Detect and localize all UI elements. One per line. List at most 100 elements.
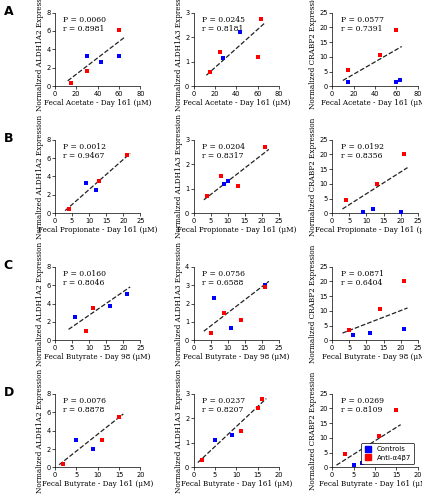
Point [116, 52, 122, 60]
Point [92, 186, 99, 194]
Text: r = 0.8109: r = 0.8109 [341, 406, 382, 414]
Point [343, 196, 349, 204]
Point [350, 460, 357, 468]
Point [207, 329, 214, 337]
Point [82, 179, 89, 187]
Text: r = 0.6404: r = 0.6404 [341, 279, 382, 287]
Point [229, 432, 235, 440]
Text: r = 0.6588: r = 0.6588 [202, 279, 243, 287]
Point [235, 182, 241, 190]
X-axis label: Fecal Butyrate - Day 161 (μM): Fecal Butyrate - Day 161 (μM) [181, 480, 292, 488]
X-axis label: Fecal Acetate - Day 161 (μM): Fecal Acetate - Day 161 (μM) [321, 98, 422, 106]
Point [397, 208, 404, 216]
Text: r = 0.8046: r = 0.8046 [63, 279, 105, 287]
X-axis label: Fecal Butyrate - Day 98 (μM): Fecal Butyrate - Day 98 (μM) [44, 352, 151, 360]
Point [346, 326, 353, 334]
Point [237, 426, 244, 434]
Point [349, 330, 356, 338]
Point [60, 460, 67, 468]
Text: P = 0.0060: P = 0.0060 [63, 16, 106, 24]
Point [262, 283, 269, 291]
Point [116, 26, 122, 34]
Point [96, 177, 103, 185]
Point [84, 66, 90, 74]
Point [367, 456, 374, 464]
Text: P = 0.0076: P = 0.0076 [63, 398, 106, 406]
Point [254, 404, 261, 412]
Y-axis label: Normalized CRABP2 Expression: Normalized CRABP2 Expression [309, 0, 317, 108]
Point [220, 54, 227, 62]
Point [123, 290, 130, 298]
Point [401, 324, 408, 332]
Point [236, 28, 243, 36]
Text: P = 0.0269: P = 0.0269 [341, 398, 384, 406]
Text: P = 0.0871: P = 0.0871 [341, 270, 384, 278]
Y-axis label: Normalized ALDH1A3 Expression: Normalized ALDH1A3 Expression [175, 242, 183, 366]
Point [373, 180, 380, 188]
Point [217, 172, 224, 180]
Point [359, 459, 365, 467]
X-axis label: Fecal Butyrate - Day 98 (μM): Fecal Butyrate - Day 98 (μM) [322, 352, 422, 360]
Y-axis label: Normalized ALDH1A2 Expression: Normalized ALDH1A2 Expression [36, 0, 44, 112]
Text: P = 0.0245: P = 0.0245 [202, 16, 245, 24]
Point [90, 445, 97, 453]
Text: B: B [3, 132, 13, 145]
Point [116, 412, 122, 420]
Point [211, 294, 217, 302]
Point [366, 329, 373, 337]
X-axis label: Fecal Butyrate - Day 98 (μM): Fecal Butyrate - Day 98 (μM) [183, 352, 289, 360]
Text: C: C [3, 259, 13, 272]
Y-axis label: Normalized ALDH1A3 Expression: Normalized ALDH1A3 Expression [175, 0, 183, 112]
Point [393, 78, 400, 86]
Y-axis label: Normalized ALDH1A2 Expression: Normalized ALDH1A2 Expression [36, 368, 44, 492]
Point [211, 436, 218, 444]
X-axis label: Fecal Acetate - Day 161 (μM): Fecal Acetate - Day 161 (μM) [44, 98, 151, 106]
Point [396, 76, 403, 84]
Point [82, 327, 89, 335]
Text: P = 0.0160: P = 0.0160 [63, 270, 106, 278]
Point [206, 68, 213, 76]
X-axis label: Fecal Propionate - Day 161 (μM): Fecal Propionate - Day 161 (μM) [38, 226, 157, 234]
X-axis label: Fecal Propionate - Day 161 (μM): Fecal Propionate - Day 161 (μM) [176, 226, 296, 234]
Text: P = 0.0237: P = 0.0237 [202, 398, 245, 406]
Point [68, 78, 74, 86]
Point [370, 205, 377, 213]
Text: P = 0.0577: P = 0.0577 [341, 16, 384, 24]
Y-axis label: Normalized CRABP2 Expression: Normalized CRABP2 Expression [309, 372, 317, 490]
Y-axis label: Normalized CRABP2 Expression: Normalized CRABP2 Expression [309, 244, 317, 362]
Point [73, 436, 80, 444]
Point [376, 432, 383, 440]
Point [106, 302, 113, 310]
Point [401, 278, 408, 285]
Point [228, 324, 235, 332]
Point [342, 450, 349, 458]
X-axis label: Fecal Acetate - Day 161 (μM): Fecal Acetate - Day 161 (μM) [183, 98, 290, 106]
Text: r = 0.8181: r = 0.8181 [202, 25, 243, 33]
Point [204, 192, 211, 200]
X-axis label: Fecal Butyrate - Day 161 (μM): Fecal Butyrate - Day 161 (μM) [319, 480, 422, 488]
Point [377, 52, 384, 60]
Point [393, 406, 400, 414]
Point [259, 394, 265, 402]
Point [123, 151, 130, 159]
Text: r = 0.7391: r = 0.7391 [341, 25, 382, 33]
Point [254, 53, 261, 61]
Y-axis label: Normalized ALDH1A2 Expression: Normalized ALDH1A2 Expression [36, 114, 44, 238]
Text: r = 0.8356: r = 0.8356 [341, 152, 382, 160]
Text: A: A [3, 5, 13, 18]
Point [377, 306, 384, 314]
Text: r = 0.8981: r = 0.8981 [63, 25, 105, 33]
Text: D: D [3, 386, 14, 399]
Y-axis label: Normalized ALDH1A3 Expression: Normalized ALDH1A3 Expression [175, 114, 183, 238]
Text: r = 0.9467: r = 0.9467 [63, 152, 105, 160]
Point [393, 26, 400, 34]
Point [97, 58, 104, 66]
Text: r = 0.8207: r = 0.8207 [202, 406, 243, 414]
Text: P = 0.0756: P = 0.0756 [202, 270, 245, 278]
Point [345, 78, 352, 86]
Point [345, 66, 352, 74]
Point [72, 314, 79, 322]
Text: r = 0.8878: r = 0.8878 [63, 406, 105, 414]
Text: P = 0.0192: P = 0.0192 [341, 143, 384, 151]
Point [84, 52, 90, 60]
